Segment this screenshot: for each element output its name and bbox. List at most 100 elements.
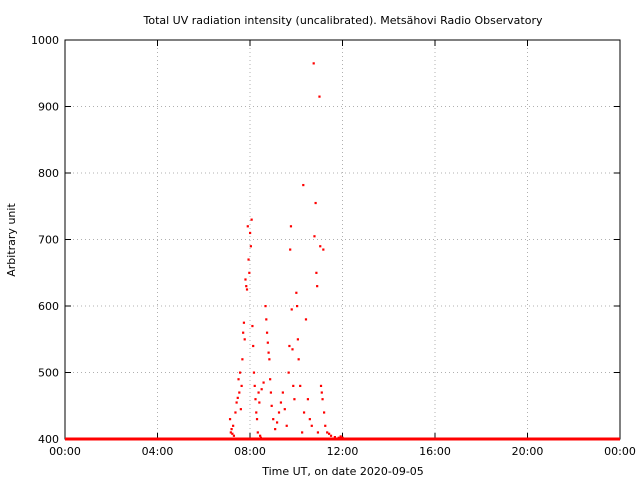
data-point — [249, 245, 252, 248]
data-point — [297, 358, 300, 361]
data-point — [322, 248, 325, 251]
data-point — [258, 401, 261, 404]
data-point — [312, 62, 315, 65]
data-point — [274, 428, 277, 431]
data-point — [238, 391, 241, 394]
data-point — [230, 428, 233, 431]
data-point — [234, 411, 237, 414]
data-point — [251, 324, 254, 328]
y-tick-label: 700 — [38, 234, 59, 247]
data-point — [287, 371, 290, 374]
data-point — [255, 418, 259, 421]
data-point — [275, 421, 279, 424]
data-point — [248, 271, 251, 274]
data-point — [329, 434, 333, 437]
data-point — [316, 431, 320, 434]
data-point — [333, 436, 336, 439]
data-point — [319, 384, 323, 387]
data-point — [323, 411, 326, 414]
data-point — [266, 341, 269, 344]
data-point — [277, 411, 281, 414]
data-point — [320, 391, 323, 394]
data-point — [257, 391, 260, 394]
data-point — [232, 424, 235, 427]
data-point — [259, 436, 262, 439]
data-point — [244, 278, 247, 281]
data-point — [245, 285, 248, 288]
data-point — [293, 398, 296, 401]
data-point — [292, 384, 295, 387]
x-axis: 00:00 04:00 08:00 12:00 16:00 20:00 00:00 — [49, 40, 636, 458]
data-point — [243, 338, 246, 341]
data-point — [250, 218, 253, 221]
data-point — [232, 434, 236, 437]
data-point — [328, 432, 331, 435]
data-point — [242, 321, 246, 324]
data-point — [296, 338, 299, 341]
data-point — [321, 398, 324, 401]
data-point — [310, 424, 313, 427]
data-point — [249, 231, 252, 235]
data-point — [281, 391, 284, 394]
data-point — [245, 288, 249, 291]
x-tick-label: 16:00 — [419, 445, 451, 458]
data-point — [288, 344, 291, 348]
data-point — [326, 431, 329, 434]
data-point — [262, 381, 265, 384]
data-point — [272, 418, 275, 421]
data-point — [240, 384, 243, 387]
x-tick-label: 00:00 — [49, 445, 81, 458]
y-tick-label: 900 — [38, 101, 59, 114]
data-point — [247, 258, 250, 261]
data-point — [264, 305, 267, 308]
data-point — [239, 408, 242, 411]
data-point — [291, 348, 294, 351]
data-point — [341, 436, 344, 439]
data-point — [301, 431, 304, 434]
data-point — [256, 431, 259, 434]
data-point — [270, 404, 273, 407]
data-point — [259, 434, 262, 437]
data-point — [236, 396, 239, 399]
x-tick-label: 04:00 — [142, 445, 174, 458]
y-tick-label: 600 — [38, 300, 59, 313]
y-tick-label: 500 — [38, 367, 59, 380]
data-point — [314, 201, 317, 205]
data-point — [252, 344, 255, 348]
data-point — [252, 371, 256, 374]
data-point — [306, 398, 310, 401]
data-point — [308, 418, 311, 421]
data-point — [253, 384, 256, 387]
data-point — [285, 424, 288, 427]
data-point — [318, 95, 321, 98]
data-point — [228, 418, 232, 421]
data-point — [229, 431, 232, 434]
x-tick-label: 00:00 — [604, 445, 636, 458]
x-tick-label: 08:00 — [234, 445, 266, 458]
data-point — [337, 436, 340, 439]
data-point — [316, 285, 319, 288]
y-tick-label: 400 — [38, 433, 59, 446]
plot-frame — [64, 39, 621, 440]
data-point — [324, 424, 327, 427]
data-point — [302, 183, 305, 187]
data-point — [319, 245, 322, 248]
x-tick-label: 20:00 — [512, 445, 544, 458]
grid — [65, 40, 620, 439]
data-point — [267, 351, 270, 354]
data-point — [238, 371, 242, 374]
data-point — [289, 248, 292, 251]
data-point — [255, 411, 258, 414]
y-axis-label: Arbitrary unit — [5, 203, 18, 277]
data-point — [265, 331, 269, 334]
data-point — [279, 401, 283, 404]
data-point — [290, 308, 293, 311]
y-axis: 400 500 600 700 800 900 1000 — [31, 34, 620, 446]
data-point — [260, 388, 263, 391]
data-point — [283, 408, 286, 411]
data-point — [313, 235, 316, 238]
data-point — [289, 225, 293, 228]
data-points — [65, 62, 620, 441]
data-point — [304, 318, 308, 321]
